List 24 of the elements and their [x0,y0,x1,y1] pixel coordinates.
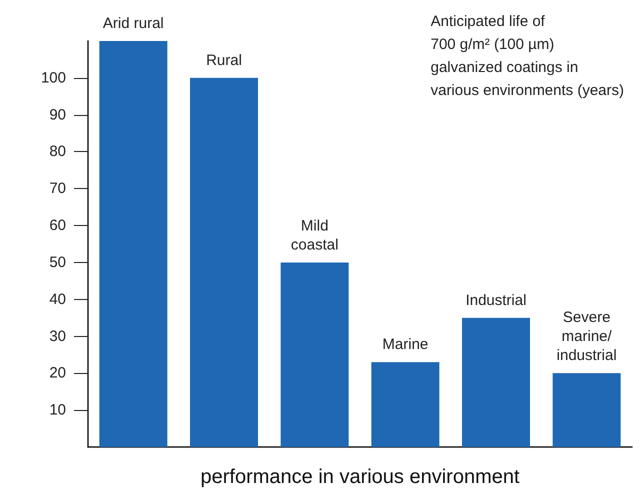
y-tick-label: 10 [49,402,66,419]
bar [99,41,168,447]
y-tick-label: 40 [49,290,66,308]
bar [280,262,349,447]
y-tick-label: 100 [40,69,66,86]
y-tick-label: 80 [49,143,66,160]
y-tick-label: 20 [49,364,66,382]
bar [552,373,621,447]
x-tick-label: Arid rural [102,15,164,32]
bar [190,78,258,447]
x-tick-label: Industrial [466,292,526,309]
bar [371,362,440,447]
y-tick-label: 90 [49,106,66,124]
y-tick-label: 50 [49,254,66,271]
x-tick-label: Marine [382,336,428,354]
y-tick-label: 70 [49,180,66,198]
x-tick-label: Severe marine/ industrial [556,309,617,364]
y-tick-label: 60 [49,217,66,234]
y-tick-label: 30 [49,328,66,345]
annotation: Anticipated life of 700 g/m² (100 µm) galvanized coatings in various environments (years) [430,13,624,99]
bar [462,318,530,447]
x-tick-label: Mild coastal [290,217,338,254]
x-tick-label: Rural [206,52,242,69]
x-axis-title: performance in various environment [200,466,520,488]
